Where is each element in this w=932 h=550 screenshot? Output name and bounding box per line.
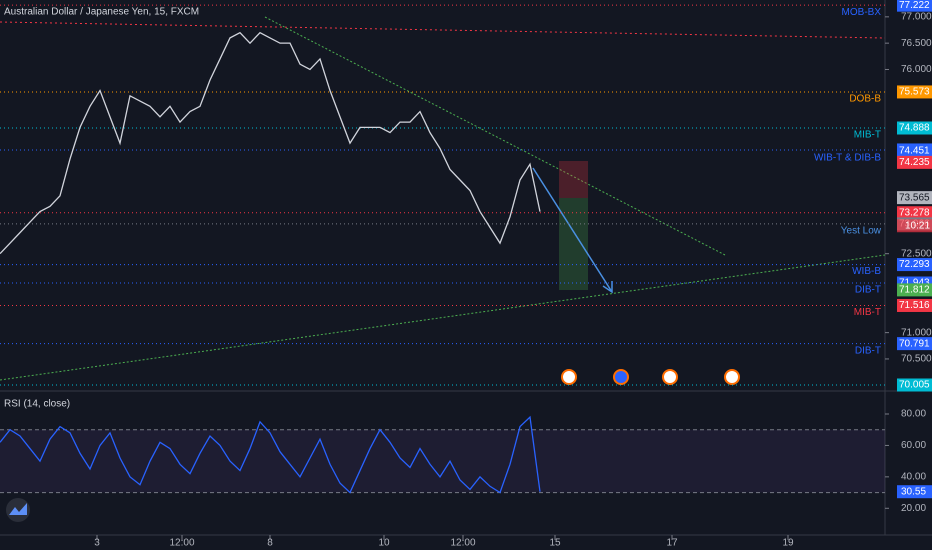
price-label-box	[897, 258, 932, 272]
logo-mark	[9, 503, 27, 515]
price-label: 70.005	[899, 380, 930, 391]
price-label: 74.888	[899, 123, 930, 134]
event-icon	[724, 369, 740, 385]
trend-line	[0, 254, 886, 381]
rsi-title: RSI (14, close)	[4, 399, 70, 410]
x-tick-label: 8	[267, 538, 273, 549]
level-name: Yest Low	[841, 226, 882, 237]
rsi-band	[0, 429, 885, 493]
series-line	[0, 415, 541, 494]
y-tick-label: 72.500	[901, 248, 932, 259]
price-label: 73.278	[899, 207, 930, 218]
price-label: 77.222	[899, 0, 930, 11]
series-line	[0, 31, 541, 255]
price-label-box	[897, 155, 932, 169]
x-tick-label: 17	[666, 538, 678, 549]
countdown: 10:21	[905, 220, 930, 231]
level-name: MIB-T	[854, 130, 881, 141]
event-icons	[561, 369, 740, 385]
y-tick-label: 40.00	[901, 471, 926, 482]
x-tick-label: 12:00	[450, 538, 475, 549]
y-tick-label: 60.00	[901, 440, 926, 451]
level-name: DIB-T	[855, 345, 881, 356]
price-label: 72.293	[899, 259, 930, 270]
y-tick-label: 80.00	[901, 409, 926, 420]
countdown-box	[897, 219, 932, 233]
stop-zone	[559, 161, 588, 198]
rsi-value-label: 30.55	[901, 486, 926, 497]
price-label-box	[897, 144, 932, 158]
price-label-box	[897, 206, 932, 220]
price-label: 71.812	[899, 285, 930, 296]
price-label-box	[897, 121, 932, 135]
arrow	[532, 167, 613, 293]
price-label: 74.235	[899, 157, 930, 168]
x-tick-label: 15	[549, 538, 561, 549]
level-name: MIB-T	[854, 307, 881, 318]
y-tick-label: 76.500	[901, 38, 932, 49]
target-zone	[559, 198, 588, 290]
level-name: MOB-BX	[842, 7, 882, 18]
price-label: 75.573	[899, 87, 930, 98]
event-icon	[662, 369, 678, 385]
level-name: WIB-T & DIB-B	[814, 153, 881, 164]
y-tick-label: 71.000	[901, 327, 932, 338]
arrow-head	[602, 281, 613, 294]
price-label: 71.943	[899, 278, 930, 289]
event-icon	[613, 369, 629, 385]
x-tick-label: 3	[94, 538, 100, 549]
y-tick-label: 76.000	[901, 64, 932, 75]
price-label: 70.791	[899, 338, 930, 349]
price-label-box	[897, 298, 932, 312]
price-label: 73.565	[899, 192, 930, 203]
price-label-box	[897, 337, 932, 351]
logo	[6, 498, 30, 522]
level-name: DIB-T	[855, 285, 881, 296]
chart-title: Australian Dollar / Japanese Yen, 15, FX…	[4, 7, 199, 18]
y-tick-label: 77.000	[901, 11, 932, 22]
price-label: 71.516	[899, 300, 930, 311]
event-icon	[561, 369, 577, 385]
level-name: DOB-B	[849, 94, 881, 105]
rsi-value-box	[897, 485, 932, 499]
y-tick-label: 70.500	[901, 354, 932, 365]
price-label-box	[897, 283, 932, 297]
price-label: 74.451	[899, 146, 930, 157]
y-tick-label: 20.00	[901, 503, 926, 514]
price-label-box	[897, 191, 932, 205]
price-label-box	[897, 85, 932, 99]
level-name: WIB-B	[852, 266, 881, 277]
x-tick-label: 12:00	[169, 538, 194, 549]
price-label-box	[897, 0, 932, 12]
x-tick-label: 10	[378, 538, 390, 549]
price-label-box	[897, 378, 932, 392]
x-tick-label: 19	[782, 538, 794, 549]
